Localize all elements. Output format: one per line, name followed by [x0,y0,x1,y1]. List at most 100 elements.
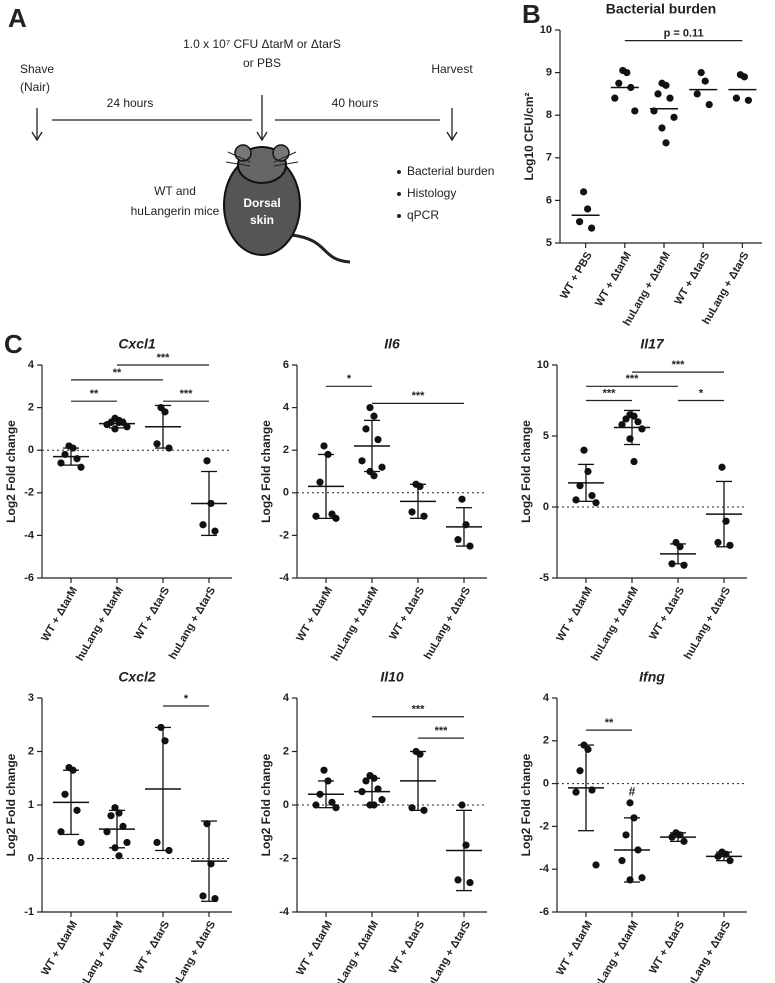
chart-title: Cxcl2 [118,669,156,685]
y-tick-label: 6 [283,359,289,371]
x-tick-label: WT + ΔtarS [132,585,172,642]
y-tick-label: 0 [543,501,549,513]
data-point [592,499,600,507]
data-point [454,876,462,884]
mouse-label: Dorsal [243,196,280,210]
y-tick-label: 2 [283,444,289,456]
y-tick-label: 1 [28,799,34,811]
x-tick-label: WT + ΔtarM [593,250,634,309]
data-point [119,822,127,831]
x-tick-label: WT + ΔtarM [294,919,335,978]
data-point [374,785,382,793]
data-point [584,205,592,213]
y-tick-label: 0 [28,852,34,864]
data-point [666,94,674,102]
x-tick-label: huLang + ΔtarM [74,585,126,663]
data-point [680,561,688,569]
significance-label: *** [180,388,194,400]
timeline [31,95,458,142]
y-tick-label: -5 [539,572,549,584]
data-point [57,459,65,467]
data-point [588,492,596,500]
x-tick-label: huLang + ΔtarS [682,585,733,662]
chart-title: Il10 [380,669,404,685]
chart-title: Il6 [384,336,400,352]
panel-label: B [522,0,541,29]
y-tick-label: 2 [543,735,549,747]
data-point [211,527,219,535]
y-axis-label: Log2 Fold change [259,420,273,523]
significance-label: *** [603,387,617,399]
mouse-icon [223,144,351,264]
significance-label: * [699,387,704,399]
data-point [631,107,639,115]
data-point [714,538,722,547]
data-point [580,446,588,454]
data-point [408,508,416,516]
x-tick-label: WT + PBS [558,250,595,301]
significance-label: # [629,784,636,798]
x-tick-label: WT + ΔtarM [39,585,80,644]
y-tick-label: 4 [543,692,550,704]
group-label: WT and [154,184,196,198]
x-tick-label: huLang + ΔtarS [422,585,473,662]
data-point [626,799,634,807]
data-point [618,421,626,429]
x-tick-label: WT + ΔtarS [387,919,427,976]
significance-label: p = 0.11 [664,28,704,40]
x-tick-label: WT + ΔtarS [387,585,427,642]
y-tick-label: 2 [28,745,34,757]
significance-label: *** [626,373,640,385]
step-label: (Nair) [20,80,50,94]
y-tick-label: 4 [283,692,290,704]
data-point [638,874,646,882]
data-point [454,536,462,544]
step-label: Shave [20,62,54,76]
data-point [662,81,670,89]
significance-label: * [347,373,352,385]
significance-label: ** [90,388,99,400]
y-tick-label: 0 [283,799,289,811]
y-axis-label: Log2 Fold change [519,420,533,523]
y-tick-label: 5 [543,430,549,442]
y-axis-label: Log2 Fold change [4,753,18,856]
y-tick-label: 10 [540,24,552,36]
y-tick-label: -4 [279,906,290,918]
data-point [312,801,320,809]
data-point [378,796,386,804]
data-point [328,798,336,806]
data-point [370,472,378,480]
x-tick-label: huLang + ΔtarM [589,919,641,983]
x-tick-label: huLang + ΔtarM [329,585,381,663]
interval-label: 40 hours [332,96,379,110]
data-point [705,100,713,109]
data-point [153,838,161,847]
data-point [622,415,630,423]
data-point [366,404,374,412]
panel-label: C [4,329,23,359]
data-point [576,482,584,490]
data-point [123,423,131,431]
y-tick-label: -6 [539,906,549,918]
y-tick-label: 0 [543,778,549,790]
significance-label: ** [605,717,614,729]
x-tick-label: WT + ΔtarM [294,585,335,644]
data-point [693,90,701,98]
step-label: or PBS [243,56,281,70]
data-point [622,831,630,839]
y-tick-label: -2 [24,487,34,499]
significance-label: *** [157,352,171,364]
data-point [701,77,709,85]
x-tick-label: huLang + ΔtarM [589,585,641,663]
data-point [634,418,642,426]
x-tick-label: WT + ΔtarM [554,585,595,644]
data-point [618,857,626,865]
data-point [576,218,584,226]
data-point [320,442,328,450]
y-tick-label: 4 [28,359,35,371]
y-axis-label: Log2 Fold change [4,420,18,523]
data-point [77,838,85,847]
y-tick-label: 8 [546,109,552,121]
data-point [199,892,207,900]
data-point [153,440,161,448]
